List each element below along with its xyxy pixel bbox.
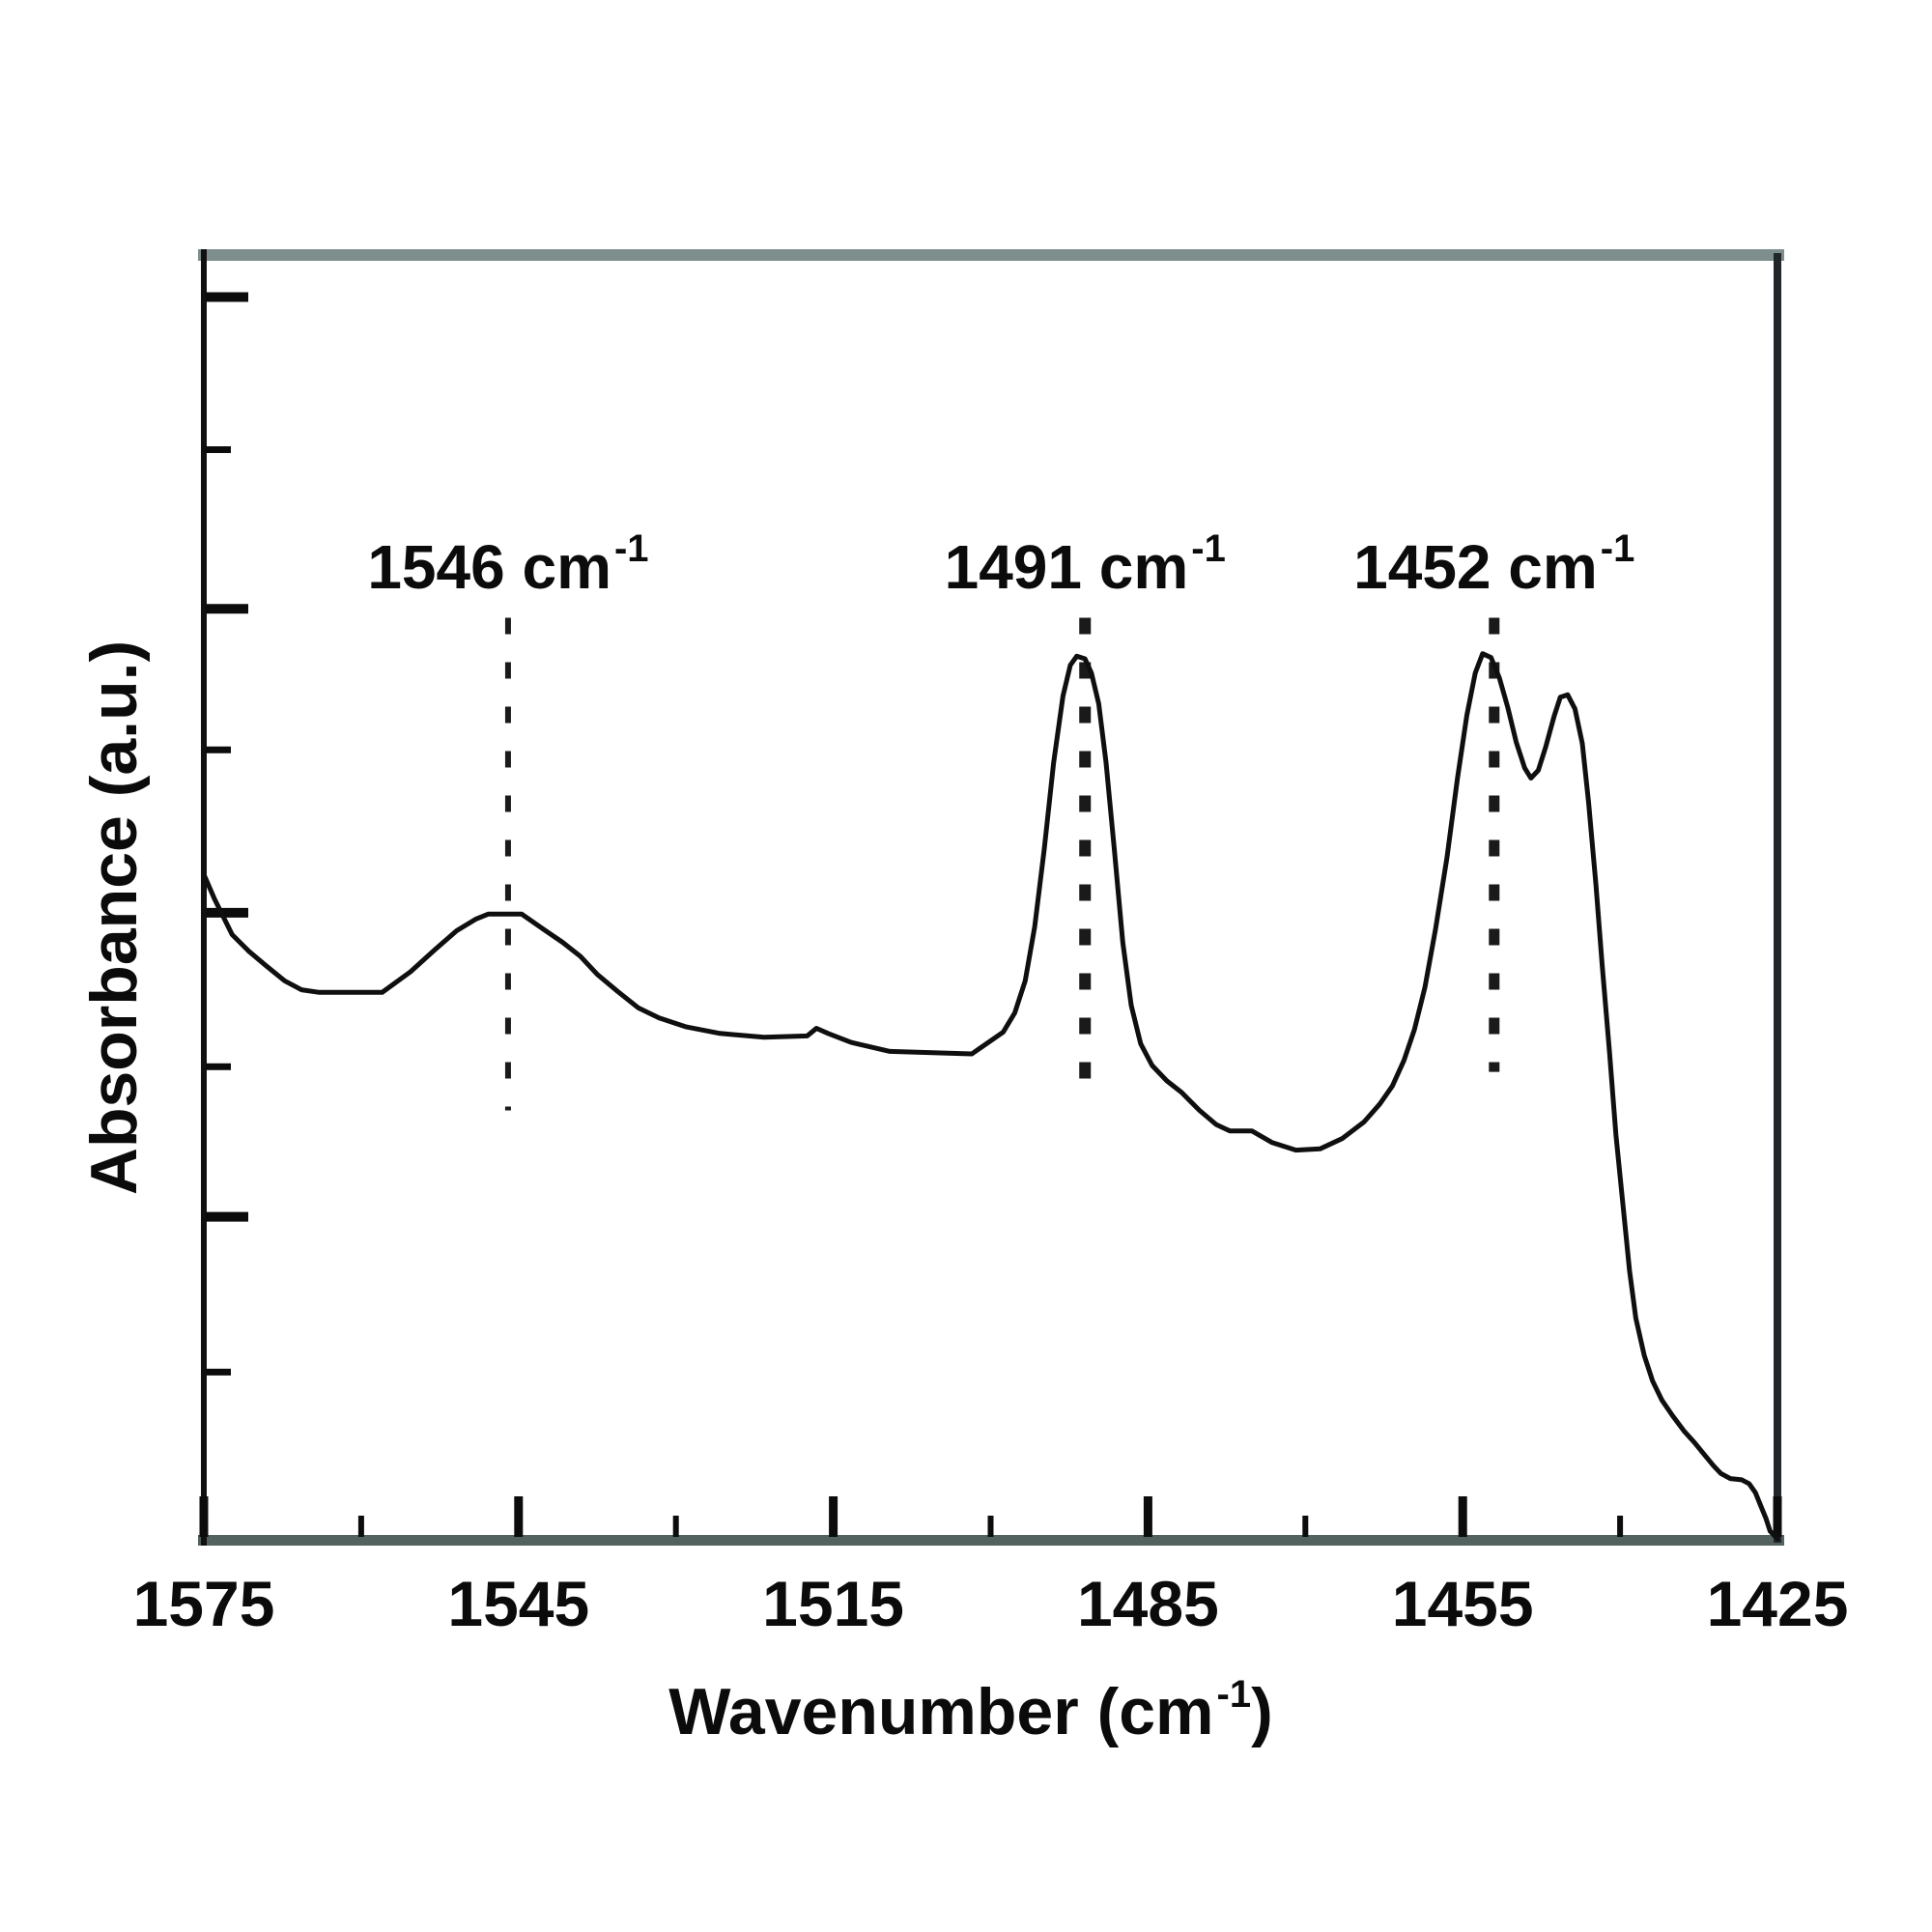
peak-label-text: 1491 cm xyxy=(944,532,1189,602)
plot-border-bottom xyxy=(198,1535,1784,1546)
x-tick-label-1425: 1425 xyxy=(1706,1568,1849,1639)
peak-label-superscript: -1 xyxy=(1191,527,1226,570)
peak-label-text: 1452 cm xyxy=(1353,532,1598,602)
x-tick-label-1455: 1455 xyxy=(1391,1568,1534,1639)
peak-label-1491: 1491 cm-1 xyxy=(944,527,1226,603)
x-tick-label-1575: 1575 xyxy=(132,1568,275,1639)
peak-label-superscript: -1 xyxy=(613,527,649,570)
y-axis-title: Absorbance (a.u.) xyxy=(77,639,151,1196)
x-tick-label-1515: 1515 xyxy=(762,1568,905,1639)
plot-border-left xyxy=(201,249,207,1546)
peak-label-1546: 1546 cm-1 xyxy=(367,527,648,603)
x-axis-title-superscript: -1 xyxy=(1216,1673,1252,1716)
x-axis-title: Wavenumber (cm-1) xyxy=(668,1673,1273,1749)
peak-label-1452: 1452 cm-1 xyxy=(1353,527,1634,603)
peak-label-superscript: -1 xyxy=(1600,527,1635,570)
spectrum-curve xyxy=(201,651,1780,1542)
x-tick-label-1545: 1545 xyxy=(447,1568,590,1639)
x-axis-title-close: ) xyxy=(1251,1675,1273,1748)
x-tick-label-1485: 1485 xyxy=(1076,1568,1219,1639)
plot-border-right xyxy=(1774,253,1781,1543)
plot-border-top xyxy=(198,249,1784,261)
peak-label-text: 1546 cm xyxy=(367,532,611,602)
x-axis-title-text: Wavenumber (cm xyxy=(668,1675,1214,1748)
